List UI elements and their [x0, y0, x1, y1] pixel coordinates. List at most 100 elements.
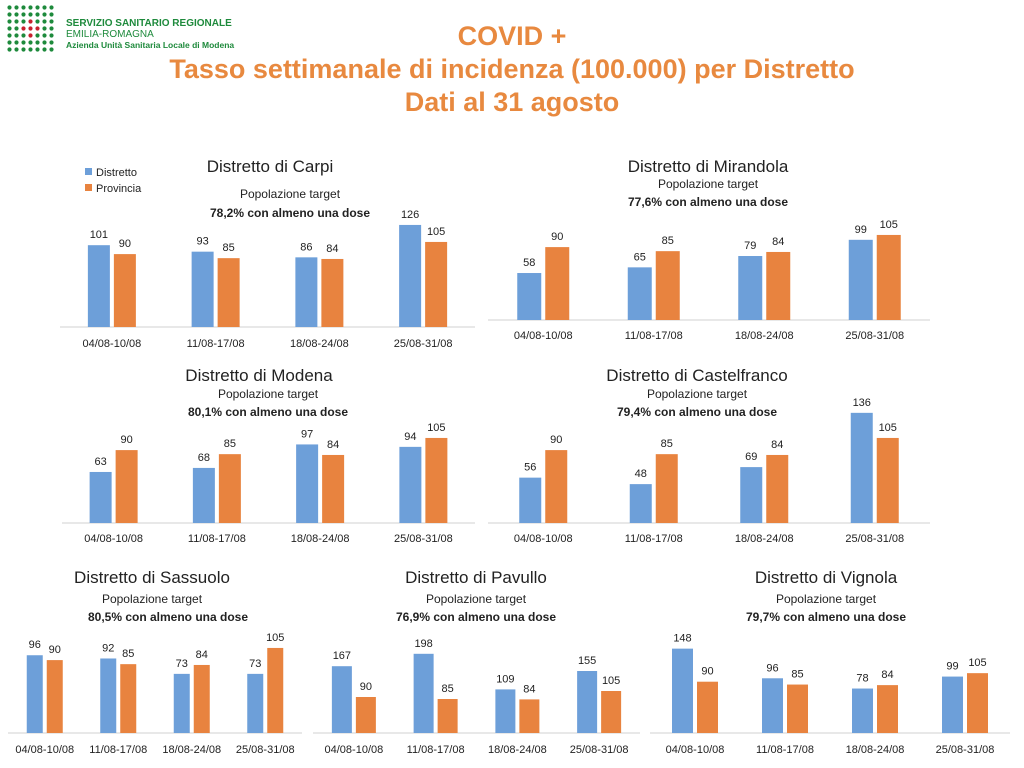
bar-distretto: [495, 689, 516, 733]
data-label-distretto: 99: [855, 224, 867, 236]
logo-dots-icon: [7, 5, 54, 52]
x-tick-label: 18/08-24/08: [162, 744, 221, 756]
bar-provincia: [217, 258, 240, 327]
logo-dot: [21, 47, 26, 52]
x-tick-label: 25/08-31/08: [570, 744, 629, 756]
bar-distretto: [413, 653, 434, 733]
bar-provincia: [322, 454, 345, 523]
chart-subtitle-bold: 77,6% con almeno una dose: [628, 195, 788, 209]
bar-provincia: [267, 647, 284, 733]
bar-provincia: [425, 241, 448, 327]
bar-distretto: [577, 671, 598, 733]
bar-distretto: [100, 658, 117, 733]
bar-provincia: [113, 254, 136, 327]
bar-provincia: [218, 454, 241, 523]
logo-dot: [7, 40, 12, 45]
data-label-provincia: 105: [879, 422, 897, 434]
logo-dot: [42, 5, 47, 10]
data-label-provincia: 85: [223, 242, 235, 254]
data-label-distretto: 65: [634, 251, 646, 263]
logo-dot: [49, 19, 54, 24]
logo-dot: [49, 47, 54, 52]
x-tick-label: 11/08-17/08: [188, 533, 246, 545]
data-label-provincia: 90: [119, 238, 131, 250]
logo-dot: [21, 19, 26, 24]
bar-provincia: [876, 234, 901, 320]
bar-distretto: [247, 673, 264, 733]
x-tick-label: 11/08-17/08: [625, 330, 683, 342]
logo-dot: [35, 47, 40, 52]
x-tick-label: 11/08-17/08: [89, 744, 147, 756]
chart-title: Distretto di Sassuolo: [74, 568, 230, 587]
legend-provincia-swatch: [85, 184, 92, 191]
title-line-3: Dati al 31 agosto: [404, 87, 620, 117]
logo-dot: [49, 33, 54, 38]
data-label-distretto: 97: [301, 428, 313, 440]
chart-subtitle: Popolazione target: [240, 187, 341, 201]
legend-provincia-label: Provincia: [96, 183, 142, 195]
data-label-distretto: 96: [766, 662, 778, 674]
x-tick-label: 18/08-24/08: [290, 338, 349, 350]
chart-subtitle-bold: 80,5% con almeno una dose: [88, 610, 248, 624]
data-label-provincia: 84: [771, 439, 783, 451]
x-tick-label: 25/08-31/08: [845, 533, 904, 545]
bar-provincia: [321, 258, 344, 327]
data-label-provincia: 84: [196, 649, 208, 661]
logo-line-3: Azienda Unità Sanitaria Locale di Modena: [66, 40, 235, 50]
chart-subtitle-bold: 79,4% con almeno una dose: [617, 405, 777, 419]
legend-distretto-label: Distretto: [96, 167, 137, 179]
chart-title: Distretto di Modena: [185, 366, 333, 385]
bar-distretto: [740, 467, 763, 523]
x-tick-label: 11/08-17/08: [625, 533, 683, 545]
logo-dot: [35, 33, 40, 38]
logo-dot: [14, 26, 19, 31]
chart-subtitle-bold: 80,1% con almeno una dose: [188, 405, 348, 419]
bar-provincia: [46, 660, 63, 733]
bar-provincia: [601, 691, 622, 733]
data-label-distretto: 69: [745, 451, 757, 463]
data-label-distretto: 73: [249, 658, 261, 670]
x-tick-label: 25/08-31/08: [936, 744, 995, 756]
data-label-provincia: 84: [772, 236, 784, 248]
chart-title: Distretto di Vignola: [755, 568, 898, 587]
bar-provincia: [425, 437, 448, 523]
x-tick-label: 25/08-31/08: [394, 533, 453, 545]
logo-dot: [35, 40, 40, 45]
data-label-provincia: 85: [224, 438, 236, 450]
x-tick-label: 04/08-10/08: [83, 338, 142, 350]
x-tick-label: 11/08-17/08: [187, 338, 245, 350]
data-label-provincia: 85: [122, 648, 134, 660]
data-label-distretto: 93: [197, 236, 209, 248]
bar-distretto: [192, 467, 215, 523]
data-label-provincia: 84: [327, 439, 339, 451]
logo-dot: [42, 12, 47, 17]
x-tick-label: 04/08-10/08: [84, 533, 143, 545]
logo-text: SERVIZIO SANITARIO REGIONALE EMILIA-ROMA…: [66, 18, 234, 51]
logo-dot: [28, 12, 33, 17]
logo-dot: [21, 5, 26, 10]
bar-distretto: [296, 444, 319, 523]
page-title: COVID + Tasso settimanale di incidenza (…: [0, 20, 1024, 119]
chart-subtitle: Popolazione target: [426, 592, 527, 606]
chart-subtitle: Popolazione target: [647, 387, 748, 401]
data-label-distretto: 58: [523, 257, 535, 269]
bar-provincia: [519, 699, 540, 733]
logo-dot: [49, 40, 54, 45]
bar-distretto: [738, 256, 763, 320]
data-label-distretto: 99: [946, 661, 958, 673]
data-label-provincia: 85: [791, 669, 803, 681]
logo-dot: [28, 5, 33, 10]
logo-dot: [14, 19, 19, 24]
bar-distretto: [848, 239, 873, 320]
data-label-provincia: 90: [49, 644, 61, 656]
data-label-distretto: 78: [856, 673, 868, 685]
logo-dot: [28, 47, 33, 52]
x-tick-label: 04/08-10/08: [514, 330, 573, 342]
x-tick-label: 18/08-24/08: [735, 330, 794, 342]
bar-distretto: [26, 655, 43, 733]
data-label-distretto: 79: [744, 240, 756, 252]
data-label-distretto: 86: [300, 241, 312, 253]
x-tick-label: 18/08-24/08: [291, 533, 350, 545]
logo-dot: [28, 19, 33, 24]
data-label-distretto: 68: [198, 452, 210, 464]
